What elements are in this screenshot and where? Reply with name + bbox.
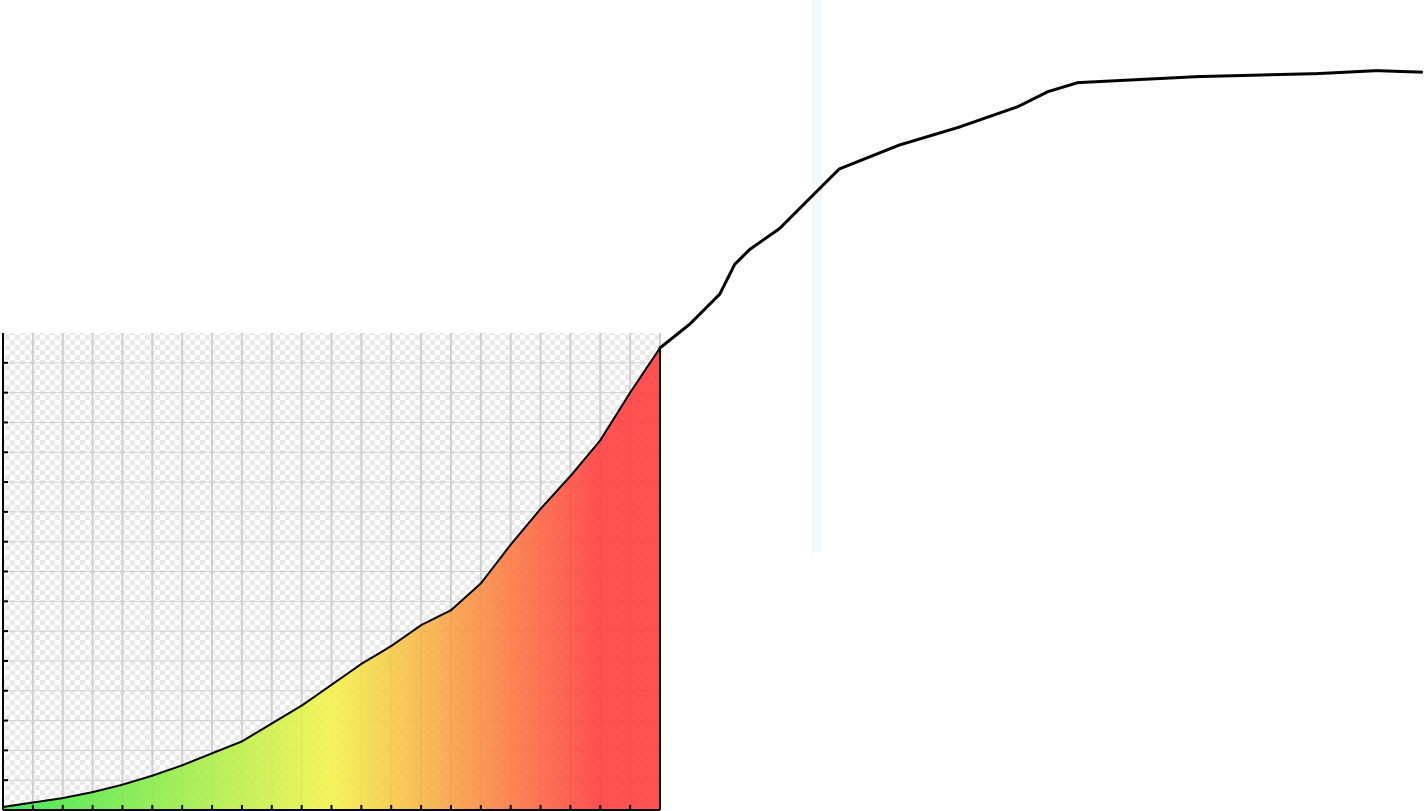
background-panel [812,0,822,552]
series-line-extension [658,69,1424,350]
axis-ticks [3,361,661,811]
series-line [2,347,661,809]
series-area [3,347,660,810]
